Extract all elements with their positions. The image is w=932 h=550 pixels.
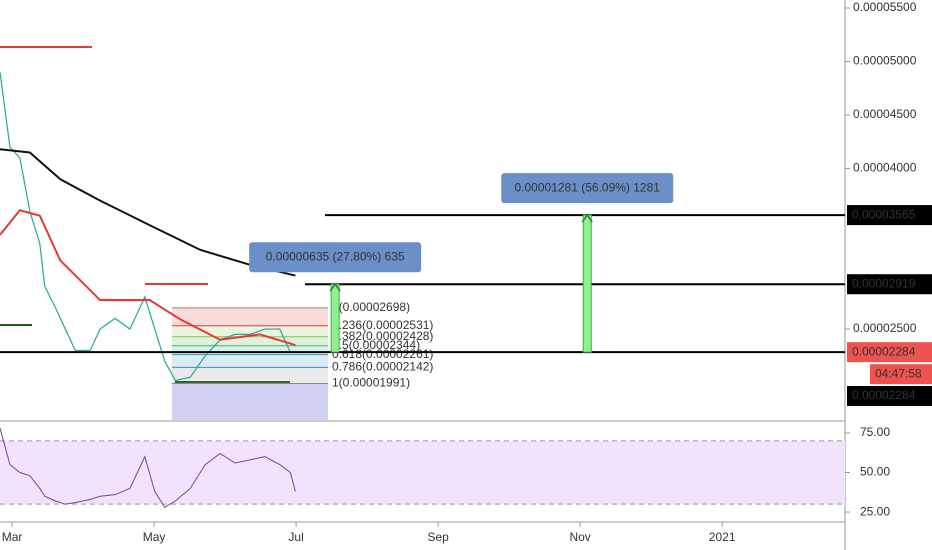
x-tick-label: Sep — [427, 530, 449, 544]
rsi-band — [0, 440, 845, 505]
fib-zone — [172, 336, 328, 346]
x-tick-label: Mar — [2, 530, 23, 544]
x-tick-label: 2021 — [709, 530, 736, 544]
x-tick-label: Nov — [569, 530, 590, 544]
y-tick-label: 0.00005000 — [853, 54, 917, 68]
measure-box — [249, 242, 422, 273]
fib-label: 0.618(0.00002261) — [332, 347, 433, 361]
y-tick-label: 0.00005500 — [853, 0, 917, 14]
fib-label: 0(0.00002698) — [332, 300, 410, 314]
rsi-line — [0, 428, 296, 509]
fib-zone — [172, 345, 328, 355]
countdown: 04:47:58 — [875, 366, 922, 380]
y-tick-label: 50.00 — [860, 465, 890, 479]
price-label: 0.00002919 — [852, 276, 916, 290]
fib-label: 1(0.00001991) — [332, 376, 410, 390]
price-label: 0.00002284 — [852, 344, 916, 358]
y-tick-label: 75.00 — [860, 425, 890, 439]
y-tick-label: 0.00004000 — [853, 161, 917, 175]
series-line — [0, 148, 296, 277]
measure-bar — [330, 283, 340, 353]
y-tick-label: 25.00 — [860, 504, 890, 518]
fib-label: 0.5(0.00002344) — [332, 338, 420, 352]
series-line — [0, 72, 296, 382]
extra-label: 0.00002284 — [852, 388, 916, 402]
price-label-box — [847, 205, 932, 226]
measure-bar — [582, 214, 592, 353]
fib-label: 0.236(0.00002531) — [332, 318, 433, 332]
price-label-box — [847, 274, 932, 295]
fib-zone — [172, 367, 328, 384]
extra-label-box — [847, 386, 932, 406]
measure-label: 0.00000635 (27.80%) 635 — [266, 249, 405, 263]
fib-zone — [172, 354, 328, 368]
measure-arrow — [329, 282, 341, 292]
fib-label: 0.786(0.00002142) — [332, 360, 433, 374]
x-tick-label: Jul — [288, 530, 303, 544]
measure-arrow — [581, 213, 593, 223]
fib-zone — [172, 325, 328, 337]
fib-label: 0.382(0.00002428) — [332, 329, 433, 343]
fib-extension — [172, 383, 328, 420]
y-tick-label: 0.00004500 — [853, 107, 917, 121]
measure-box — [501, 173, 674, 204]
countdown-box — [870, 364, 932, 385]
measure-label: 0.00001281 (56.09%) 1281 — [515, 180, 661, 194]
fib-zone — [172, 307, 328, 326]
series-line — [0, 209, 296, 347]
y-tick-label: 0.00002500 — [853, 321, 917, 335]
price-label: 0.00003565 — [852, 207, 916, 221]
price-label-box — [847, 342, 932, 363]
x-tick-label: May — [143, 530, 166, 544]
